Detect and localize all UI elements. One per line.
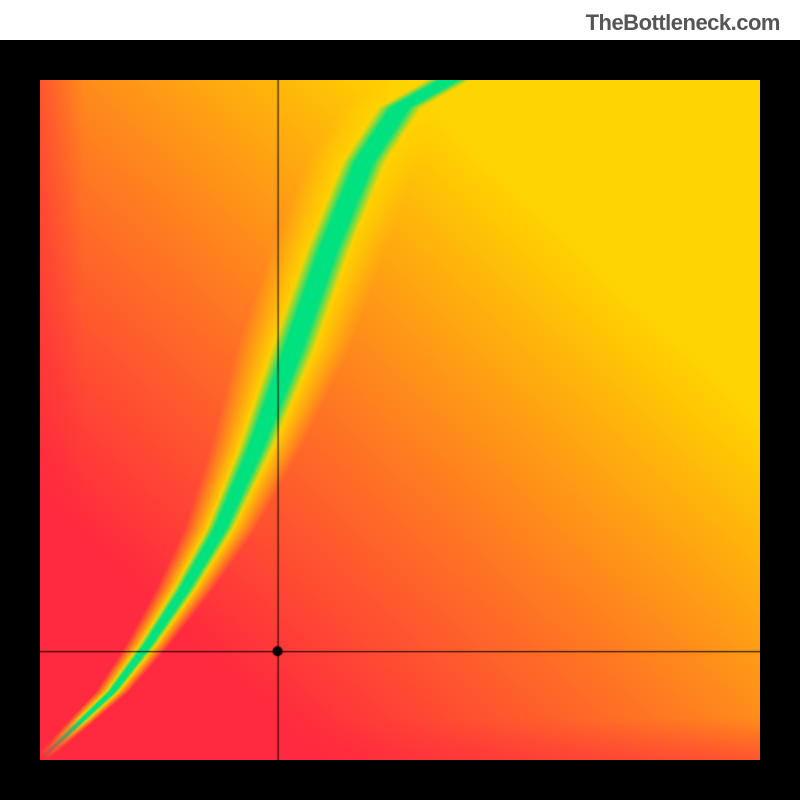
attribution-text: TheBottleneck.com (586, 10, 780, 36)
bottleneck-heatmap (40, 80, 760, 760)
chart-frame (0, 40, 800, 800)
